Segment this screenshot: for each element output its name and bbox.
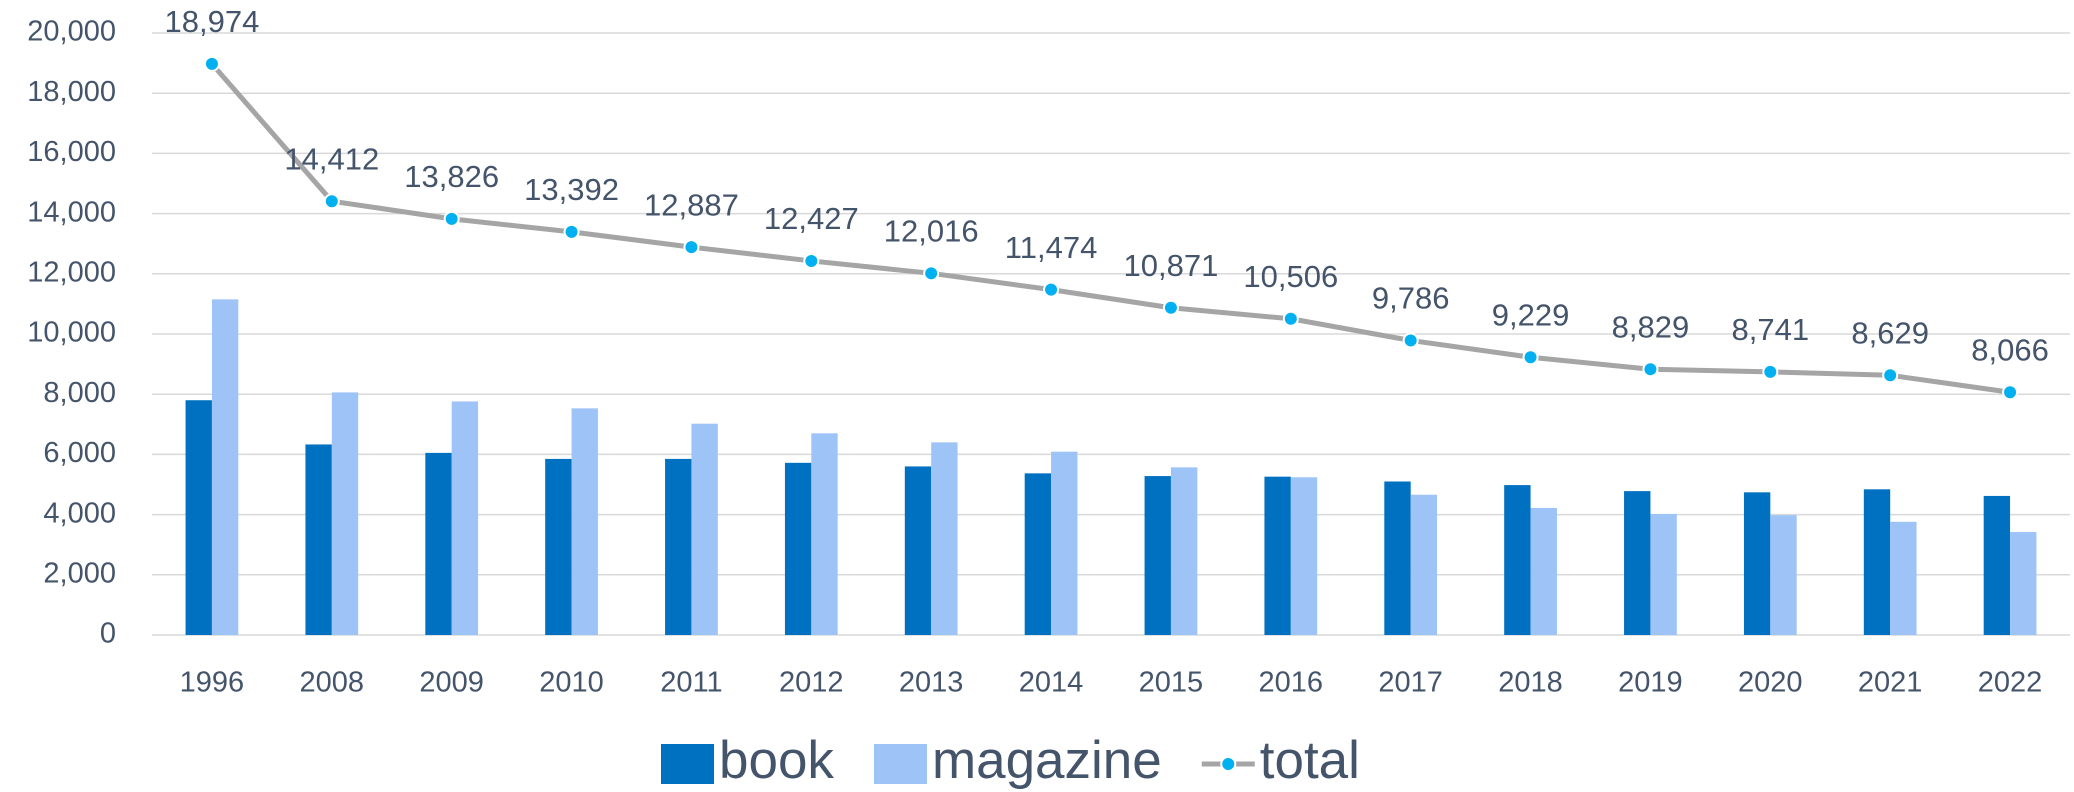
x-tick-label: 2021: [1858, 667, 1923, 699]
marker: [203, 55, 220, 72]
legend-label: magazine: [932, 731, 1162, 790]
legend-swatch: [873, 744, 927, 784]
bar: [1051, 451, 1078, 635]
legend-label: book: [719, 731, 834, 790]
y-tick-label: 12,000: [27, 256, 116, 288]
y-tick-label: 20,000: [27, 16, 116, 48]
y-tick-label: 6,000: [43, 437, 116, 469]
bar: [211, 299, 239, 635]
marker: [1043, 281, 1060, 298]
marker: [1882, 367, 1899, 384]
marker: [443, 210, 460, 227]
y-tick-label: 10,000: [27, 317, 116, 349]
data-label: 14,412: [284, 141, 379, 176]
bar: [811, 433, 838, 635]
data-label: 10,871: [1124, 248, 1219, 283]
bar: [2010, 532, 2037, 635]
x-tick-label: 2008: [300, 667, 365, 699]
bar: [545, 458, 572, 635]
data-label: 9,786: [1372, 281, 1450, 316]
y-tick-label: 18,000: [27, 76, 116, 108]
x-tick-label: 2018: [1498, 667, 1563, 699]
data-label: 8,066: [1971, 332, 2049, 367]
bar: [1384, 481, 1411, 635]
marker: [563, 223, 580, 240]
marker: [1282, 310, 1299, 327]
legend-label: total: [1260, 731, 1360, 790]
x-tick-label: 2017: [1378, 667, 1443, 699]
data-label: 12,016: [884, 214, 979, 249]
bar: [931, 442, 958, 635]
bar: [1170, 467, 1198, 635]
y-tick-label: 4,000: [43, 497, 116, 529]
legend-marker: [1220, 756, 1237, 772]
x-tick-label: 2013: [899, 667, 964, 699]
x-tick-label: 2016: [1259, 667, 1324, 699]
marker: [2002, 384, 2019, 401]
x-tick-label: 2011: [660, 667, 722, 699]
bar: [1983, 495, 2011, 635]
bar: [1530, 507, 1557, 635]
y-tick-label: 0: [100, 618, 116, 650]
bar: [1863, 489, 1891, 635]
marker: [1402, 332, 1419, 349]
bar: [1650, 513, 1677, 635]
data-label: 8,629: [1851, 315, 1929, 350]
x-tick-label: 2015: [1139, 667, 1204, 699]
bar: [1624, 491, 1651, 635]
bar: [904, 466, 932, 635]
bar: [665, 458, 692, 635]
marker: [1642, 361, 1659, 378]
bar: [305, 444, 332, 635]
marker: [1162, 299, 1179, 316]
data-label: 13,392: [524, 172, 619, 207]
data-label: 11,474: [1005, 230, 1098, 265]
bar: [1743, 492, 1771, 635]
marker: [1762, 363, 1779, 380]
bar: [451, 401, 479, 635]
data-label: 9,229: [1492, 297, 1570, 332]
line: [210, 62, 2011, 395]
bar: [571, 408, 598, 635]
bar: [1410, 494, 1438, 635]
y-tick-label: 8,000: [43, 377, 116, 409]
bar: [1890, 521, 1917, 635]
bar: [331, 392, 359, 635]
bar: [1504, 485, 1531, 635]
data-label: 13,826: [404, 159, 499, 194]
x-tick-label: 2014: [1019, 667, 1084, 699]
y-tick-label: 14,000: [27, 196, 116, 228]
bar: [1770, 515, 1797, 635]
marker: [323, 193, 340, 210]
marker: [923, 265, 940, 282]
data-label: 12,427: [764, 201, 859, 236]
x-tick-label: 2010: [539, 667, 604, 699]
y-tick-label: 16,000: [27, 136, 116, 168]
x-tick-label: 1996: [180, 667, 245, 699]
marker: [1522, 349, 1539, 366]
data-label: 8,829: [1612, 309, 1690, 344]
bar: [1264, 476, 1291, 635]
bar: [1290, 477, 1318, 635]
data-label: 18,974: [165, 4, 260, 39]
x-tick-label: 2020: [1738, 667, 1803, 699]
data-label: 12,887: [644, 187, 739, 222]
data-label: 10,506: [1243, 259, 1338, 294]
legend-swatch: [661, 744, 714, 784]
marker: [683, 239, 700, 256]
bar: [1024, 473, 1052, 635]
x-tick-label: 2012: [779, 667, 844, 699]
x-tick-label: 2022: [1978, 667, 2043, 699]
x-tick-label: 2009: [419, 667, 484, 699]
bar: [1144, 476, 1171, 635]
bar: [425, 452, 452, 635]
marker: [803, 252, 820, 269]
bar: [691, 423, 718, 635]
x-tick-label: 2019: [1618, 667, 1683, 699]
bar: [784, 462, 812, 635]
y-tick-label: 2,000: [43, 557, 116, 589]
bar: [185, 400, 212, 635]
data-label: 8,741: [1732, 312, 1810, 347]
